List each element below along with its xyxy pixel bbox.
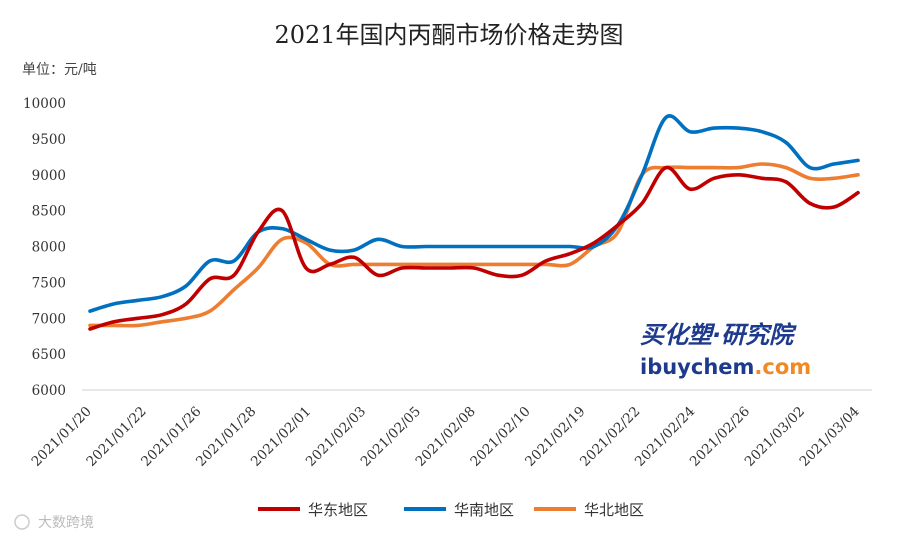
y-tick-label: 7500 [32,275,66,291]
y-tick-label: 6000 [32,383,66,399]
legend-label-3: 华北地区 [584,501,644,519]
series-line-3 [88,162,860,328]
legend: 华东地区 华南地区 华北地区 [258,501,644,519]
y-tick-label: 7000 [32,311,66,327]
corner-watermark: 大数跨境 [38,515,94,531]
y-tick-label: 10000 [23,96,66,112]
legend-label-2: 华南地区 [454,501,514,519]
series-layer [88,114,860,331]
y-tick-label: 8000 [32,240,66,256]
brand-name: 买化塑·研究院 [640,321,797,349]
legend-label-1: 华东地区 [308,501,368,519]
brand-watermark: 买化塑·研究院 ibuychem.com [640,321,811,379]
unit-label: 单位：元/吨 [22,62,97,78]
corner-watermark-icon [14,514,30,530]
series-line-2 [88,114,860,313]
y-axis: 6000 6500 7000 7500 8000 8500 9000 9500 10000 [23,96,872,399]
y-tick-label: 9500 [32,132,66,148]
brand-url-right: .com [754,355,811,379]
y-tick-label: 6500 [32,347,66,363]
y-tick-label: 8500 [32,204,66,220]
brand-url: ibuychem.com [640,355,811,379]
series-line-1 [88,165,860,331]
chart-title: 2021年国内丙酮市场价格走势图 [274,21,623,49]
x-axis: 2021/01/202021/01/222021/01/262021/01/28… [28,404,862,470]
brand-url-left: ibuychem [640,355,754,379]
y-tick-label: 9000 [32,168,66,184]
